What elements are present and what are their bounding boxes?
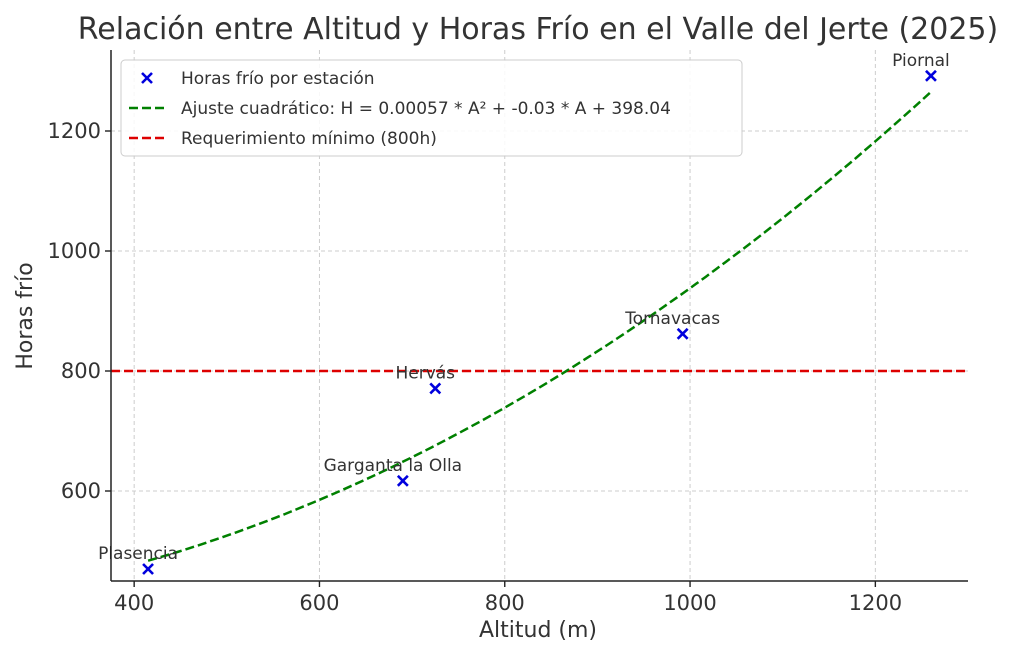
- x-tick-label: 600: [299, 591, 339, 615]
- data-point: [925, 69, 937, 82]
- point-label: Hervás: [395, 363, 455, 383]
- chart-title: Relación entre Altitud y Horas Frío en e…: [78, 12, 998, 47]
- point-marker-stroke: [925, 69, 937, 82]
- x-tick-label: 1200: [849, 591, 902, 615]
- point-marker-stroke: [676, 327, 689, 340]
- legend-item-threshold: Requerimiento mínimo (800h): [181, 129, 437, 149]
- data-point: [142, 563, 154, 575]
- point-label: Plasencia: [98, 544, 178, 564]
- point-label: Tornavacas: [624, 309, 720, 329]
- y-tick-label: 600: [61, 479, 101, 503]
- legend-item-fit: Ajuste cuadrático: H = 0.00057 * A² + -0…: [181, 99, 671, 119]
- axes: [110, 50, 968, 582]
- legend-box: [120, 59, 743, 157]
- data-point: [429, 382, 442, 395]
- legend-marker-stroke: [141, 72, 153, 84]
- fit-curve: [147, 90, 932, 562]
- point-marker-stroke: [396, 474, 409, 487]
- data-point: [676, 327, 689, 340]
- legend: Horas frío por estación Ajuste cuadrático…: [120, 59, 743, 157]
- point-marker-stroke: [142, 563, 154, 575]
- x-tick-label: 400: [114, 591, 154, 615]
- x-axis-label: Altitud (m): [479, 618, 597, 643]
- point-label: Piornal: [892, 51, 950, 71]
- point-label: Garganta la Olla: [324, 456, 463, 476]
- points-layer: Plasencia Garganta la Olla Hervás Tornavaca…: [98, 51, 950, 575]
- y-axis-label: Horas frío: [13, 262, 38, 369]
- legend-item-points: Horas frío por estación: [181, 69, 375, 89]
- y-tick-label: 1200: [48, 119, 101, 143]
- point-marker-stroke: [429, 382, 442, 395]
- data-point: [396, 474, 409, 487]
- x-tick-label: 1000: [663, 591, 716, 615]
- ticks: 400 600 800 1000 1200 600 800 1000 1200: [48, 119, 903, 615]
- y-tick-label: 800: [61, 359, 101, 383]
- y-tick-label: 1000: [48, 239, 101, 263]
- x-tick-label: 800: [485, 591, 525, 615]
- fit-layer: [147, 90, 932, 562]
